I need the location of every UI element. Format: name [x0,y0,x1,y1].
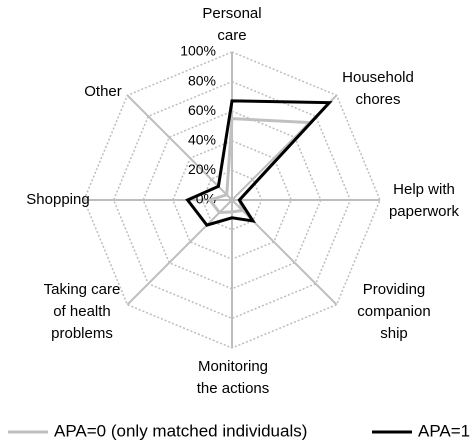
category-label: of health [53,303,111,320]
category-label: paperwork [389,203,460,220]
grid-ring [142,110,322,290]
category-label: Monitoring [198,358,268,375]
category-label: Shopping [26,191,89,208]
axis-spoke [126,94,233,201]
r-tick-label: 20% [188,161,216,177]
r-tick-label: 40% [188,132,216,148]
category-label: care [217,27,246,44]
series-line [185,99,333,227]
legend-label: APA=0 (only matched individuals) [54,421,307,440]
legend-label: APA=1 [418,421,470,440]
category-label: Help with [393,181,455,198]
axis-spoke [126,199,233,306]
category-label: Taking care [44,281,121,298]
r-tick-label: 60% [188,102,216,118]
category-label: the actions [197,380,270,397]
category-label: Other [84,83,122,100]
r-tick-label: 100% [180,43,216,59]
category-label: chores [355,91,400,108]
category-label: Personal [202,5,261,22]
grid-ring [112,80,352,320]
series-line [207,117,313,215]
category-label: ship [380,325,408,342]
category-label: Providing [363,281,426,298]
category-label: companion [357,303,430,320]
r-tick-label: 80% [188,72,216,88]
category-label: Household [342,69,414,86]
category-label: problems [51,325,113,342]
